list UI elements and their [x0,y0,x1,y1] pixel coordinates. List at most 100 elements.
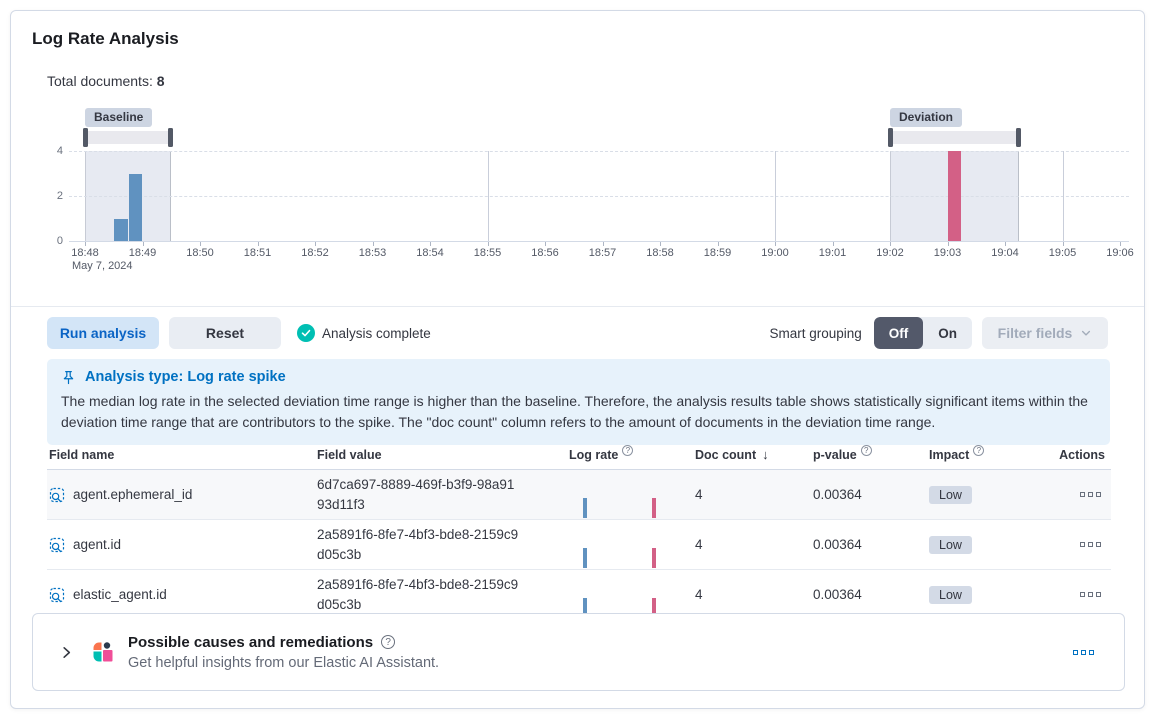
x-axis-tickmark [200,242,201,246]
deviation-badge: Deviation [890,108,963,127]
page-title: Log Rate Analysis [32,29,179,48]
column-header-p-value[interactable]: p-value? [805,445,921,462]
run-analysis-button[interactable]: Run analysis [47,317,159,349]
x-axis-tickmark [1120,242,1121,246]
table-body: agent.ephemeral_id 6d7ca697-8889-469f-b3f… [47,470,1111,621]
filter-field-icon[interactable] [49,537,65,553]
smart-grouping-off-button[interactable]: Off [873,317,924,349]
column-header-actions: Actions [1059,448,1105,462]
x-axis-tick-label: 18:57 [588,247,617,259]
x-axis-line [69,241,1129,242]
x-axis-tickmark [142,242,144,246]
table-header-row: Field name Field value Log rate? Doc cou… [47,445,1111,470]
field-name-value: agent.ephemeral_id [73,487,193,503]
column-header-field-value: Field value [317,448,382,462]
x-axis-tickmark [487,242,489,246]
y-axis-tick-label: 2 [56,190,63,202]
x-axis-tick-label: 18:50 [186,247,214,259]
x-axis-tick-label: 18:56 [531,247,559,259]
x-axis-tick-label: 19:02 [876,247,904,259]
x-axis-tickmark [1062,242,1064,246]
insights-actions-menu-icon[interactable] [1071,648,1096,657]
column-header-doc-count[interactable]: Doc count ↓ [695,447,769,462]
x-axis-tickmark [85,242,86,246]
total-documents: Total documents: 8 [47,73,165,89]
x-axis-tick-label: 19:01 [818,247,847,259]
insights-help-icon[interactable]: ? [381,635,396,649]
y-axis-tick-label: 0 [56,235,63,247]
column-header-log-rate[interactable]: Log rate? [561,445,687,462]
x-axis-tick-label: 18:51 [243,247,272,259]
analysis-status: Analysis complete [297,324,431,342]
field-value-cell: 2a5891f6-8fe7-4bf3-bde8-2159c9d05c3b [317,527,519,562]
x-axis-tick-label: 18:54 [416,247,444,259]
document-count-chart[interactable]: 4 2 0 18:48 18:49 18:50 18:51 18:52 18:53 18:54 18… [11,11,1146,291]
p-value-info-icon[interactable]: ? [860,445,872,456]
analysis-toolbar: Run analysis Reset Analysis complete Sma… [47,317,1108,349]
deviation-brush-track[interactable] [890,131,1020,144]
deviation-mini-bar [652,547,656,568]
baseline-brush-left-handle[interactable] [83,128,88,147]
expand-insights-button[interactable] [55,641,78,664]
column-header-impact[interactable]: Impact? [921,445,1033,462]
analysis-results-table: Field name Field value Log rate? Doc cou… [47,445,1111,621]
baseline-brush-right-handle[interactable] [168,128,174,147]
x-gridline-5min [487,151,489,241]
row-actions-menu-icon[interactable] [1078,540,1103,549]
insights-text: Possible causes and remediations ? Get h… [128,634,1071,671]
x-axis-tickmark [890,242,891,246]
field-name-value: elastic_agent.id [73,587,167,603]
chevron-right-icon [63,646,71,658]
x-axis-tick-label: 18:55 [473,247,502,259]
x-axis-tick-label: 18:49 [128,247,157,259]
x-axis-tick-label: 18:59 [703,247,732,259]
ai-insights-panel[interactable]: Possible causes and remediations ? Get h… [32,613,1125,691]
x-axis-tickmark [315,242,316,246]
total-documents-label: Total documents: [47,73,153,89]
baseline-badge: Baseline [85,108,153,127]
x-axis-tickmark [545,242,546,246]
table-row: agent.id 2a5891f6-8fe7-4bf3-bde8-2159c9d0… [47,520,1111,571]
x-gridline-5min [1062,151,1064,241]
deviation-mini-bar [652,497,656,518]
y-gridline [69,196,1129,197]
row-actions-menu-icon[interactable] [1078,590,1103,599]
x-gridline-5min [775,151,776,241]
filter-field-icon[interactable] [49,487,65,503]
log-rate-analysis-panel: Log Rate Analysis Total documents: 8 4 2 0… [10,10,1145,709]
check-circle-icon [297,324,315,342]
x-axis-tickmark [775,242,776,246]
x-axis-tick-label: 19:06 [1106,247,1134,259]
x-axis-tick-label: 19:05 [1048,247,1077,259]
p-value-cell: 0.00364 [813,537,862,553]
p-value-cell: 0.00364 [813,487,862,503]
y-gridline [69,151,1129,152]
filter-fields-label: Filter fields [997,325,1073,341]
baseline-brush-track[interactable] [85,131,172,144]
field-value-cell: 2a5891f6-8fe7-4bf3-bde8-2159c9d05c3b [317,577,519,612]
pin-icon [63,370,74,384]
doc-count-cell: 4 [695,587,703,603]
reset-button[interactable]: Reset [169,317,281,349]
x-axis-tickmark [947,242,949,246]
deviation-brush-right-handle[interactable] [1016,128,1022,147]
x-axis-tick-label: 19:03 [933,247,962,259]
filter-field-icon[interactable] [49,587,65,603]
impact-badge: Low [929,485,972,504]
impact-info-icon[interactable]: ? [973,445,985,456]
smart-grouping-toggle: Off On [873,317,972,349]
filter-fields-button[interactable]: Filter fields [982,317,1108,349]
row-actions-menu-icon[interactable] [1078,490,1103,499]
x-axis-tickmark [717,242,719,246]
doc-count-cell: 4 [695,537,703,553]
log-rate-info-icon[interactable]: ? [622,445,634,456]
impact-badge: Low [929,535,972,554]
smart-grouping-on-button[interactable]: On [923,317,972,349]
deviation-brush-left-handle[interactable] [888,128,893,147]
x-axis-tick-label: 18:48 [71,247,99,259]
baseline-mini-bar [583,597,587,618]
deviation-bar [948,151,962,241]
impact-badge: Low [929,585,972,604]
insights-subtitle: Get helpful insights from our Elastic AI… [128,654,440,671]
column-header-field-name: Field name [49,448,115,462]
